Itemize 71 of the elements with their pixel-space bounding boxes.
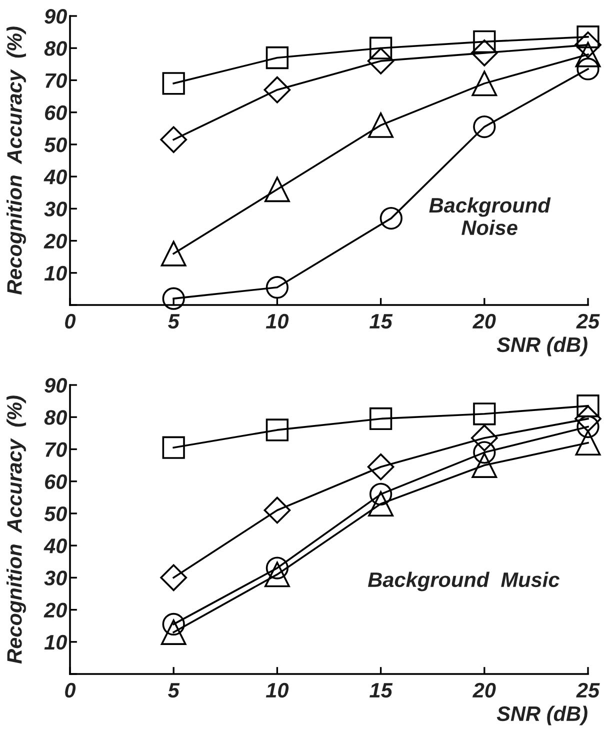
point [367,48,394,74]
point [369,407,392,430]
point [160,126,188,154]
x-tick-label: 25 [576,314,600,329]
y-tick-label: 10 [44,634,68,650]
point [160,564,188,592]
point [160,620,186,645]
point [576,58,600,80]
y-tick-label: 20 [44,602,68,618]
y-tick-label: 60 [45,105,68,120]
y-tick-label: 50 [44,137,68,152]
y-axis-title: Recognition Accuracy (%) [6,26,26,295]
point [380,206,402,230]
point [162,287,185,310]
point [574,405,602,432]
annotation: Background Noise [429,197,551,236]
annotation: Background Music [368,572,560,592]
point [472,70,498,96]
point [369,36,392,60]
x-tick-label: 15 [370,683,393,698]
y-tick-label: 40 [44,170,68,184]
x-tick-label: 5 [168,683,180,698]
point [266,46,289,70]
point [162,72,185,95]
x-axis-title: SNR (dB) [496,336,588,356]
point [368,491,394,517]
y-tick-label: 80 [44,410,68,425]
point [264,562,290,588]
x-tick-label: 10 [266,682,289,698]
y-tick-label: 70 [46,73,68,88]
y-tick-label: 10 [44,266,68,281]
point [472,452,498,478]
point [264,76,291,104]
y-tick-label: 50 [44,506,68,522]
y-tick-label: 70 [46,442,68,457]
point [470,40,498,66]
point [470,424,498,452]
x-axis-title: SNR (dB) [496,706,588,726]
x-tick-label: 10 [266,314,289,329]
x-tick-label: 5 [168,314,180,329]
y-tick-label: 40 [44,538,68,554]
point [473,115,496,138]
x-tick-label: 0 [65,682,76,698]
y-tick-label: 30 [44,570,68,586]
x-tick-label: 20 [472,682,496,698]
x-tick-label: 15 [370,314,393,329]
point [264,176,290,202]
x-tick-label: 0 [65,314,76,329]
y-tick-label: 20 [44,234,68,249]
point [367,453,394,480]
x-tick-label: 25 [576,682,600,698]
point [368,112,394,138]
point [264,496,291,524]
x-tick-label: 20 [472,314,496,329]
point [160,240,186,266]
y-tick-label: 60 [45,474,68,490]
y-tick-label: 80 [44,41,68,56]
point [473,441,496,464]
point [162,436,185,459]
point [266,276,289,299]
y-tick-label: 90 [44,9,68,24]
point [576,394,600,418]
y-axis-title: Recognition Accuracy (%) [6,396,26,664]
y-tick-label: 30 [44,202,68,216]
y-tick-label: 90 [44,378,68,393]
point [575,42,601,68]
point [473,402,496,426]
point [574,31,602,58]
point [266,418,289,442]
point [575,430,601,456]
point [369,482,392,506]
